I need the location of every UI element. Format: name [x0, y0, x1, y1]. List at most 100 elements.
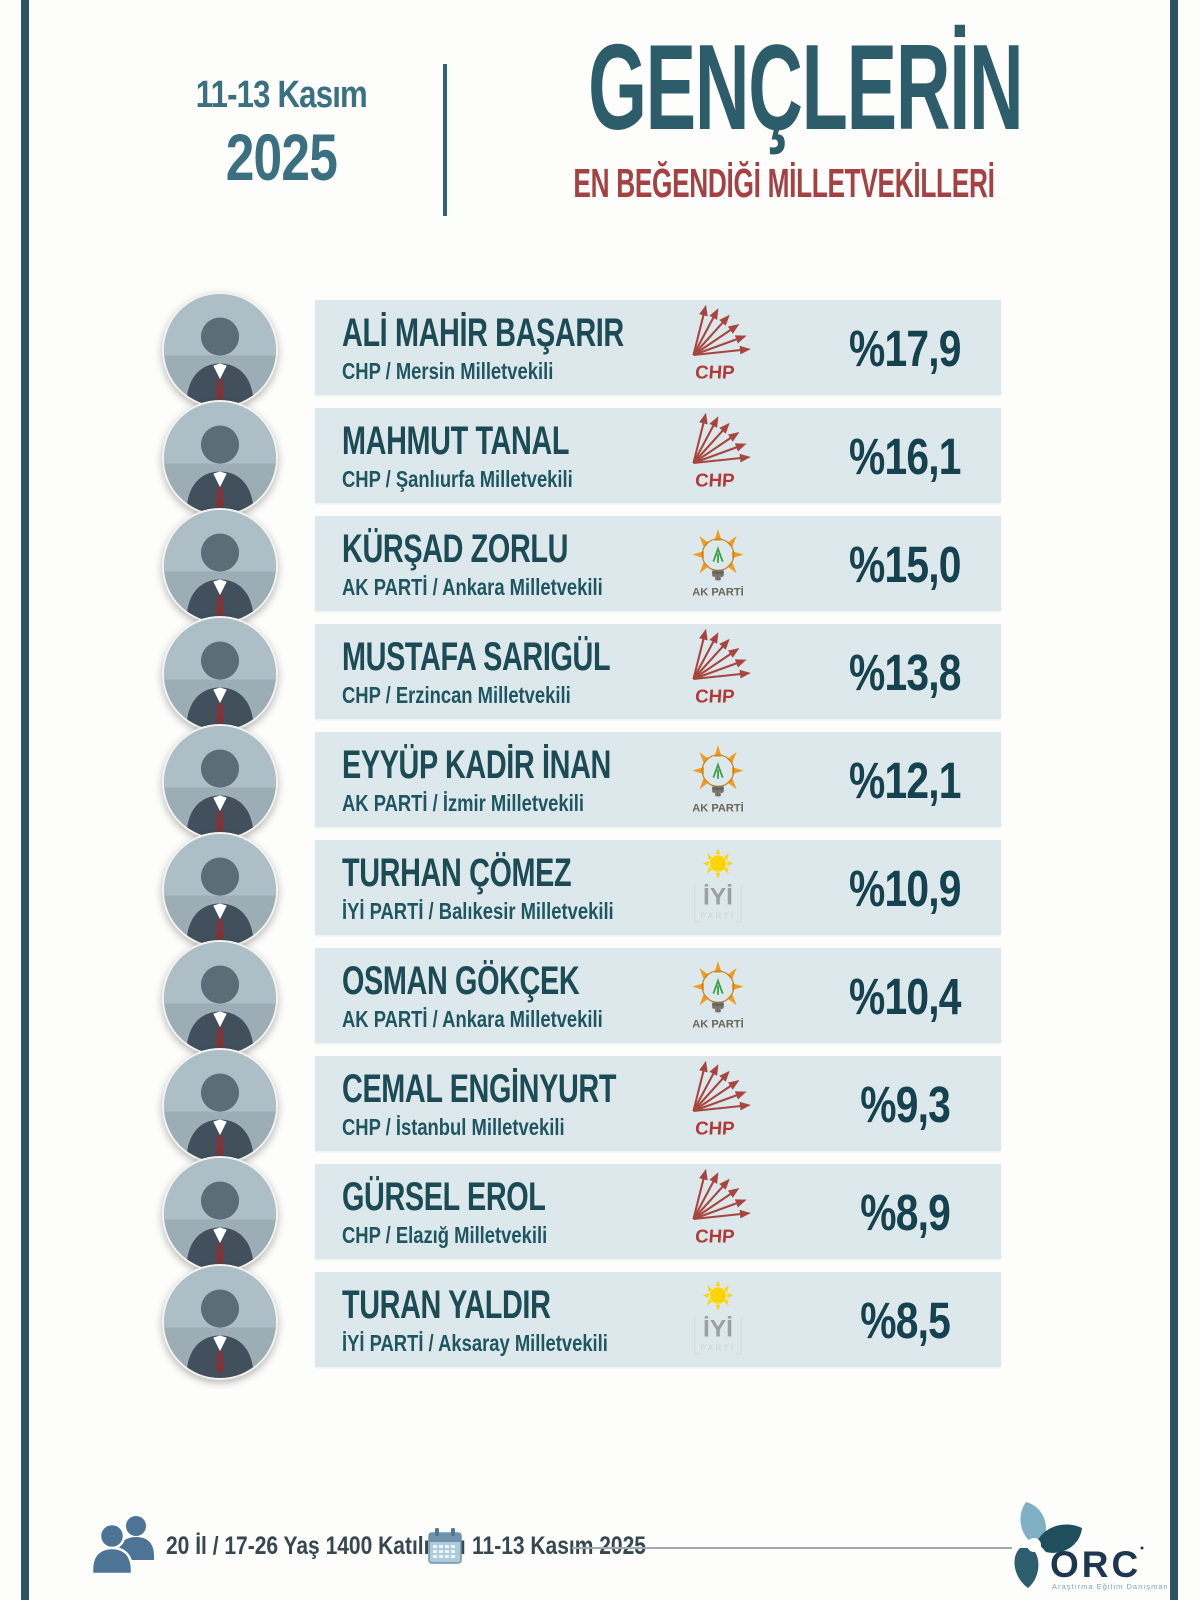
orc-logo-text: ORC	[1050, 1544, 1141, 1585]
party-logo: CHP	[683, 629, 753, 715]
iyi-logo-text: İYİ	[703, 1315, 733, 1342]
candidate-name: MUSTAFA SARIGÜL	[342, 635, 611, 679]
percentage-value: %16,1	[849, 428, 961, 485]
candidate-info: TURAN YALDIR İYİ PARTİ / Aksaray Milletv…	[342, 1283, 674, 1356]
candidate-info: KÜRŞAD ZORLU AK PARTİ / Ankara Milletvek…	[342, 527, 668, 600]
candidate-photo	[162, 616, 278, 732]
right-edge-bar	[1170, 0, 1178, 1600]
percentage-value: %17,9	[849, 320, 961, 377]
chp-logo-icon: CHP	[692, 1061, 751, 1138]
percentage-value: %10,4	[849, 968, 961, 1025]
survey-year: 2025	[225, 120, 337, 194]
party-logo: CHP	[683, 845, 753, 931]
candidate-party-detail: İYİ PARTİ / Aksaray Milletvekili	[342, 1330, 608, 1356]
person-avatar-icon	[164, 834, 276, 946]
candidate-party-detail: İYİ PARTİ / Balıkesir Milletvekili	[342, 898, 614, 924]
candidate-photo	[162, 292, 278, 408]
footer-survey-date: 11-13 Kasım 2025	[472, 1532, 646, 1560]
percentage-value: %9,3	[860, 1076, 951, 1133]
candidate-info: OSMAN GÖKÇEK AK PARTİ / Ankara Milletvek…	[342, 959, 672, 1032]
chp-logo-icon: CHP	[692, 1169, 751, 1246]
candidate-info: MUSTAFA SARIGÜL CHP / Erzincan Milletvek…	[342, 635, 714, 708]
person-avatar-icon	[164, 1266, 276, 1378]
candidate-row: KÜRŞAD ZORLU AK PARTİ / Ankara Milletvek…	[162, 508, 1001, 624]
candidate-party-detail: AK PARTİ / Ankara Milletvekili	[342, 574, 603, 600]
candidate-row: GÜRSEL EROL CHP / Elazığ Milletvekili CH…	[162, 1156, 1001, 1272]
akparti-logo-text: AK PARTİ	[692, 586, 744, 599]
person-avatar-icon	[164, 726, 276, 838]
orc-logo-subtext: Araştırma Eğitim Danışmanlık	[1052, 1582, 1167, 1591]
candidate-row: CEMAL ENGİNYURT CHP / İstanbul Milletvek…	[162, 1048, 1001, 1164]
chp-logo-text: CHP	[694, 685, 735, 706]
chp-logo-icon: CHP	[692, 305, 751, 382]
person-avatar-icon	[164, 510, 276, 622]
akparti-logo-text: AK PARTİ	[692, 802, 744, 815]
person-avatar-icon	[164, 618, 276, 730]
candidate-name: CEMAL ENGİNYURT	[342, 1067, 617, 1111]
person-avatar-icon	[164, 1050, 276, 1162]
candidate-row: EYYÜP KADİR İNAN AK PARTİ / İzmir Millet…	[162, 724, 1001, 840]
ranking-list: ALİ MAHİR BAŞARIR CHP / Mersin Milletvek…	[162, 292, 1001, 1380]
candidate-party-detail: CHP / Erzincan Milletvekili	[342, 682, 571, 708]
calendar-icon	[428, 1528, 462, 1564]
candidate-photo	[162, 1048, 278, 1164]
candidate-name: MAHMUT TANAL	[342, 419, 570, 463]
candidate-info: MAHMUT TANAL CHP / Şanlıurfa Milletvekil…	[342, 419, 657, 492]
candidate-name: GÜRSEL EROL	[342, 1175, 546, 1219]
party-logo: CHP	[683, 305, 753, 391]
candidate-party-detail: CHP / İstanbul Milletvekili	[342, 1114, 565, 1140]
sample-info: 20 İl / 17-26 Yaş 1400 Katılımcı	[166, 1532, 466, 1560]
party-logo: CHP	[683, 953, 753, 1039]
candidate-row: MUSTAFA SARIGÜL CHP / Erzincan Milletvek…	[162, 616, 1001, 732]
person-avatar-icon	[164, 1158, 276, 1270]
footer-divider-line	[572, 1547, 1012, 1549]
candidate-name: EYYÜP KADİR İNAN	[342, 743, 611, 787]
chp-logo-icon: CHP	[692, 413, 751, 490]
header-divider	[443, 64, 447, 216]
candidate-photo	[162, 1264, 278, 1380]
chp-logo-icon: CHP	[692, 629, 751, 706]
candidate-info: EYYÜP KADİR İNAN AK PARTİ / İzmir Millet…	[342, 743, 716, 816]
candidate-photo	[162, 1156, 278, 1272]
candidate-party-detail: AK PARTİ / İzmir Milletvekili	[342, 790, 584, 816]
candidate-info: ALİ MAHİR BAŞARIR CHP / Mersin Milletvek…	[342, 311, 733, 384]
person-avatar-icon	[164, 402, 276, 514]
candidate-name: KÜRŞAD ZORLU	[342, 527, 569, 571]
percentage-value: %8,9	[860, 1184, 951, 1241]
percentage-value: %15,0	[849, 536, 961, 593]
percentage-value: %10,9	[849, 860, 961, 917]
percentage-value: %8,5	[860, 1292, 951, 1349]
percentage-value: %13,8	[849, 644, 961, 701]
page-title: GENÇLERİN	[588, 19, 1024, 155]
candidate-photo	[162, 832, 278, 948]
candidate-party-detail: CHP / Elazığ Milletvekili	[342, 1222, 548, 1248]
candidate-info: TURHAN ÇÖMEZ İYİ PARTİ / Balıkesir Mille…	[342, 851, 682, 924]
survey-date-range: 11-13 Kasım	[195, 74, 367, 116]
candidate-name: TURHAN ÇÖMEZ	[342, 851, 572, 895]
candidate-name: OSMAN GÖKÇEK	[342, 959, 580, 1003]
party-logo: CHP	[683, 1169, 753, 1255]
person-avatar-icon	[164, 942, 276, 1054]
page-subtitle: EN BEĞENDİĞİ MİLLETVEKİLLERİ	[573, 159, 995, 206]
candidate-row: OSMAN GÖKÇEK AK PARTİ / Ankara Milletvek…	[162, 940, 1001, 1056]
akparti-logo-icon: AK PARTİ	[692, 529, 744, 599]
chp-logo-text: CHP	[694, 1225, 735, 1246]
candidate-info: GÜRSEL EROL CHP / Elazığ Milletvekili	[342, 1175, 625, 1248]
candidate-name: TURAN YALDIR	[342, 1283, 551, 1327]
candidate-name: ALİ MAHİR BAŞARIR	[342, 311, 624, 355]
survey-date-block: 11-13 Kasım 2025	[150, 74, 412, 195]
party-logo: CHP	[683, 1061, 753, 1147]
chp-logo-text: CHP	[694, 1117, 735, 1138]
candidate-row: MAHMUT TANAL CHP / Şanlıurfa Milletvekil…	[162, 400, 1001, 516]
candidate-party-detail: CHP / Şanlıurfa Milletvekili	[342, 466, 573, 492]
candidate-photo	[162, 940, 278, 1056]
candidate-photo	[162, 724, 278, 840]
orc-logo: ORC Araştırma Eğitim Danışmanlık	[1014, 1502, 1167, 1591]
iyi-logo-subtext: PARTİ	[701, 1342, 736, 1352]
page-title-block: GENÇLERİN EN BEĞENDİĞİ MİLLETVEKİLLERİ	[455, 19, 1075, 207]
chp-logo-text: CHP	[694, 469, 735, 490]
percentage-value: %12,1	[849, 752, 961, 809]
left-edge-bar	[21, 0, 29, 1600]
iyi-parti-logo-icon: İYİ PARTİ	[693, 1280, 743, 1355]
